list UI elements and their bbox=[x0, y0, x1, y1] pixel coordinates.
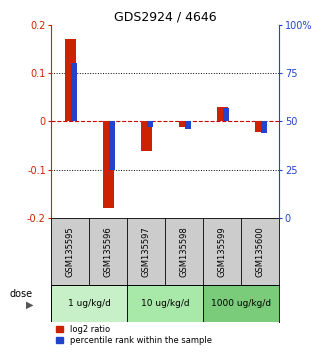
Text: GSM135600: GSM135600 bbox=[256, 226, 265, 277]
Title: GDS2924 / 4646: GDS2924 / 4646 bbox=[114, 11, 217, 24]
Bar bbox=[109, 121, 115, 170]
Text: GSM135595: GSM135595 bbox=[66, 226, 75, 277]
Bar bbox=[185, 121, 191, 129]
Bar bbox=[103, 121, 114, 208]
Bar bbox=[71, 63, 77, 121]
Bar bbox=[147, 121, 153, 127]
Bar bbox=[127, 285, 203, 321]
Bar bbox=[65, 39, 76, 121]
Text: GSM135598: GSM135598 bbox=[180, 226, 189, 277]
Bar bbox=[223, 108, 229, 121]
Text: 1 ug/kg/d: 1 ug/kg/d bbox=[68, 299, 111, 308]
Text: GSM135599: GSM135599 bbox=[218, 226, 227, 277]
Bar bbox=[217, 107, 228, 121]
Bar bbox=[261, 121, 267, 133]
Text: 1000 ug/kg/d: 1000 ug/kg/d bbox=[211, 299, 271, 308]
Bar bbox=[179, 121, 190, 127]
Legend: log2 ratio, percentile rank within the sample: log2 ratio, percentile rank within the s… bbox=[56, 324, 213, 346]
Text: GSM135596: GSM135596 bbox=[104, 226, 113, 277]
Text: ▶: ▶ bbox=[26, 300, 33, 310]
Bar bbox=[51, 285, 127, 321]
Text: 10 ug/kg/d: 10 ug/kg/d bbox=[141, 299, 190, 308]
Text: dose: dose bbox=[10, 289, 33, 299]
Bar bbox=[141, 121, 152, 151]
Bar bbox=[255, 121, 265, 132]
Text: GSM135597: GSM135597 bbox=[142, 226, 151, 277]
Bar bbox=[203, 285, 279, 321]
